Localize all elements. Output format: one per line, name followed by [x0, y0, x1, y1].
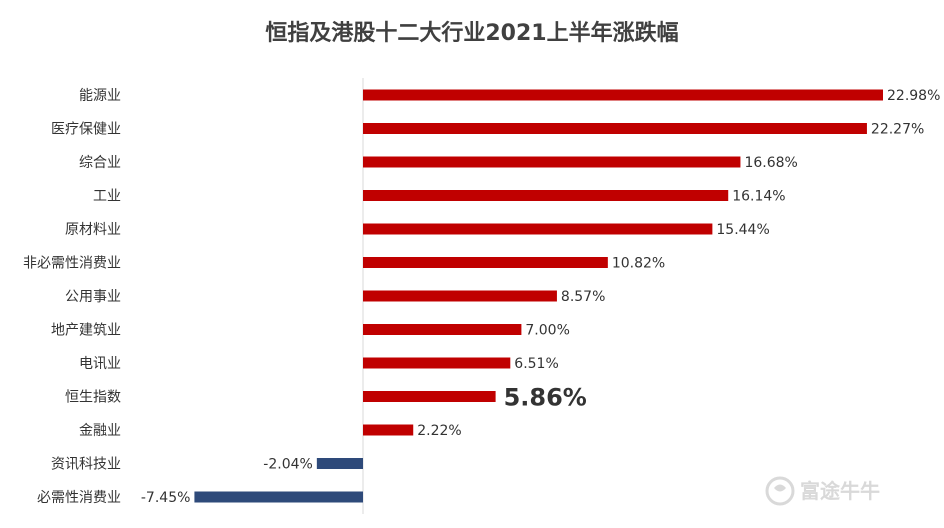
- data-label: 5.86%: [504, 384, 587, 412]
- bar: [363, 257, 608, 268]
- category-label: 公用事业: [65, 289, 121, 305]
- bar: [363, 89, 883, 101]
- data-label: -2.04%: [263, 457, 313, 473]
- category-label: 地产建筑业: [51, 323, 121, 339]
- watermark-text: 富途牛牛: [800, 479, 880, 503]
- data-label: 22.98%: [887, 88, 940, 104]
- bar: [363, 223, 713, 235]
- data-label: 16.68%: [744, 155, 797, 171]
- data-label: 22.27%: [871, 122, 924, 138]
- chart-title: 恒指及港股十二大行业2021上半年涨跌幅: [265, 20, 678, 46]
- category-label: 原材料业: [65, 222, 121, 238]
- bar: [363, 156, 741, 168]
- category-label: 资讯科技业: [51, 457, 121, 473]
- data-label: 6.51%: [514, 356, 558, 372]
- bar: [316, 458, 363, 469]
- bar: [194, 491, 363, 503]
- data-label: 15.44%: [716, 222, 769, 238]
- category-label: 工业: [93, 189, 121, 205]
- category-label: 必需性消费业: [37, 490, 121, 506]
- futu-logo-icon: [765, 476, 795, 506]
- data-label: 8.57%: [561, 289, 605, 305]
- bar: [363, 357, 511, 369]
- category-label: 金融业: [79, 423, 121, 439]
- category-label: 综合业: [79, 155, 121, 171]
- data-label: 2.22%: [417, 423, 461, 439]
- bar: [363, 190, 729, 201]
- data-label: 7.00%: [525, 323, 569, 339]
- bar: [363, 123, 867, 134]
- bar: [363, 391, 496, 402]
- data-label: -7.45%: [141, 490, 191, 506]
- category-label: 电讯业: [79, 356, 121, 372]
- watermark: 富途牛牛: [765, 476, 880, 506]
- category-label: 医疗保健业: [51, 122, 121, 138]
- data-label: 16.14%: [732, 189, 785, 205]
- bar: [363, 424, 414, 436]
- bar: [363, 290, 557, 302]
- category-label: 恒生指数: [65, 390, 121, 406]
- category-label: 能源业: [79, 88, 121, 104]
- bar: [363, 324, 522, 335]
- data-label: 10.82%: [612, 256, 665, 272]
- category-label: 非必需性消费业: [23, 256, 121, 272]
